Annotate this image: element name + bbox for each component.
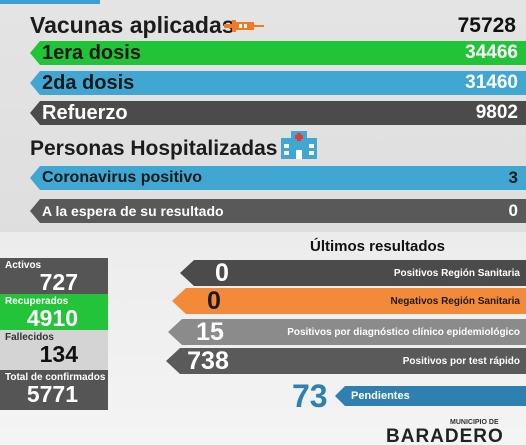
syringe-icon [224, 20, 264, 32]
resultado-value: 0 [207, 286, 221, 315]
vacunas-row-2da-dosis: 2da dosis 31460 [30, 71, 526, 95]
pendientes-value: 73 [292, 378, 328, 414]
row-label: 1era dosis [42, 41, 141, 64]
vacunas-row-refuerzo: Refuerzo 9802 [30, 101, 526, 125]
logo-baradero: BARADERO [386, 426, 504, 445]
resultado-value: 15 [196, 317, 224, 346]
vacunas-title: Vacunas aplicadas [30, 12, 235, 38]
stat-value: 727 [39, 269, 78, 295]
hospitalizadas-title: Personas Hospitalizadas [30, 137, 278, 160]
resultado-value: 0 [215, 258, 229, 287]
stat-label: Activos [5, 260, 42, 271]
stat-label: Total de confirmados [5, 372, 106, 383]
ultimos-title: Últimos resultados [310, 238, 446, 255]
resultado-label: Positivos por test rápido [402, 355, 520, 367]
row-label: Refuerzo [42, 101, 128, 124]
vacunas-total: 75728 [457, 14, 516, 37]
stat-confirmados: Total de confirmados 5771 [0, 370, 108, 410]
row-value: 31460 [465, 72, 518, 93]
resultado-positivos-clinico: 15 Positivos por diagnóstico clínico epi… [168, 319, 526, 345]
resultado-value: 738 [187, 346, 229, 375]
resultado-label: Positivos Región Sanitaria [393, 267, 520, 279]
row-value: 34466 [465, 42, 518, 63]
logo-municipio: MUNICIPIO DE [450, 419, 499, 426]
hospital-icon [281, 131, 317, 159]
resultado-positivos-test-rapido: 738 Positivos por test rápido [166, 348, 526, 374]
resultado-positivos-region: 0 Positivos Región Sanitaria [180, 260, 526, 286]
corner-stripe [0, 0, 100, 4]
resultado-negativos-region: 0 Negativos Región Sanitaria [172, 288, 526, 314]
stat-value: 134 [39, 341, 78, 367]
stat-value: 5771 [26, 381, 78, 407]
row-value: 9802 [475, 102, 518, 123]
pendientes-label: Pendientes [351, 390, 410, 402]
stat-activos: Activos 727 [0, 258, 108, 298]
hospitalizadas-row-positivo: Coronavirus positivo 3 [30, 166, 526, 190]
resultado-label: Positivos por diagnóstico clínico epidem… [287, 326, 520, 338]
hospitalizadas-row-espera: A la espera de su resultado 0 [30, 199, 526, 223]
row-value: 0 [508, 201, 518, 220]
stat-value: 4910 [26, 305, 78, 331]
row-label: 2da dosis [42, 71, 135, 94]
row-label: A la espera de su resultado [42, 203, 224, 219]
row-label: Coronavirus positivo [42, 169, 203, 186]
row-value: 3 [508, 168, 518, 187]
resultado-label: Negativos Región Sanitaria [390, 295, 520, 307]
vacunas-row-1era-dosis: 1era dosis 34466 [30, 41, 526, 65]
stat-fallecidos: Fallecidos 134 [0, 330, 108, 370]
stat-label: Fallecidos [5, 332, 54, 343]
pendientes-bar: Pendientes [335, 386, 526, 406]
stat-recuperados: Recuperados 4910 [0, 294, 108, 334]
stat-label: Recuperados [5, 296, 69, 307]
